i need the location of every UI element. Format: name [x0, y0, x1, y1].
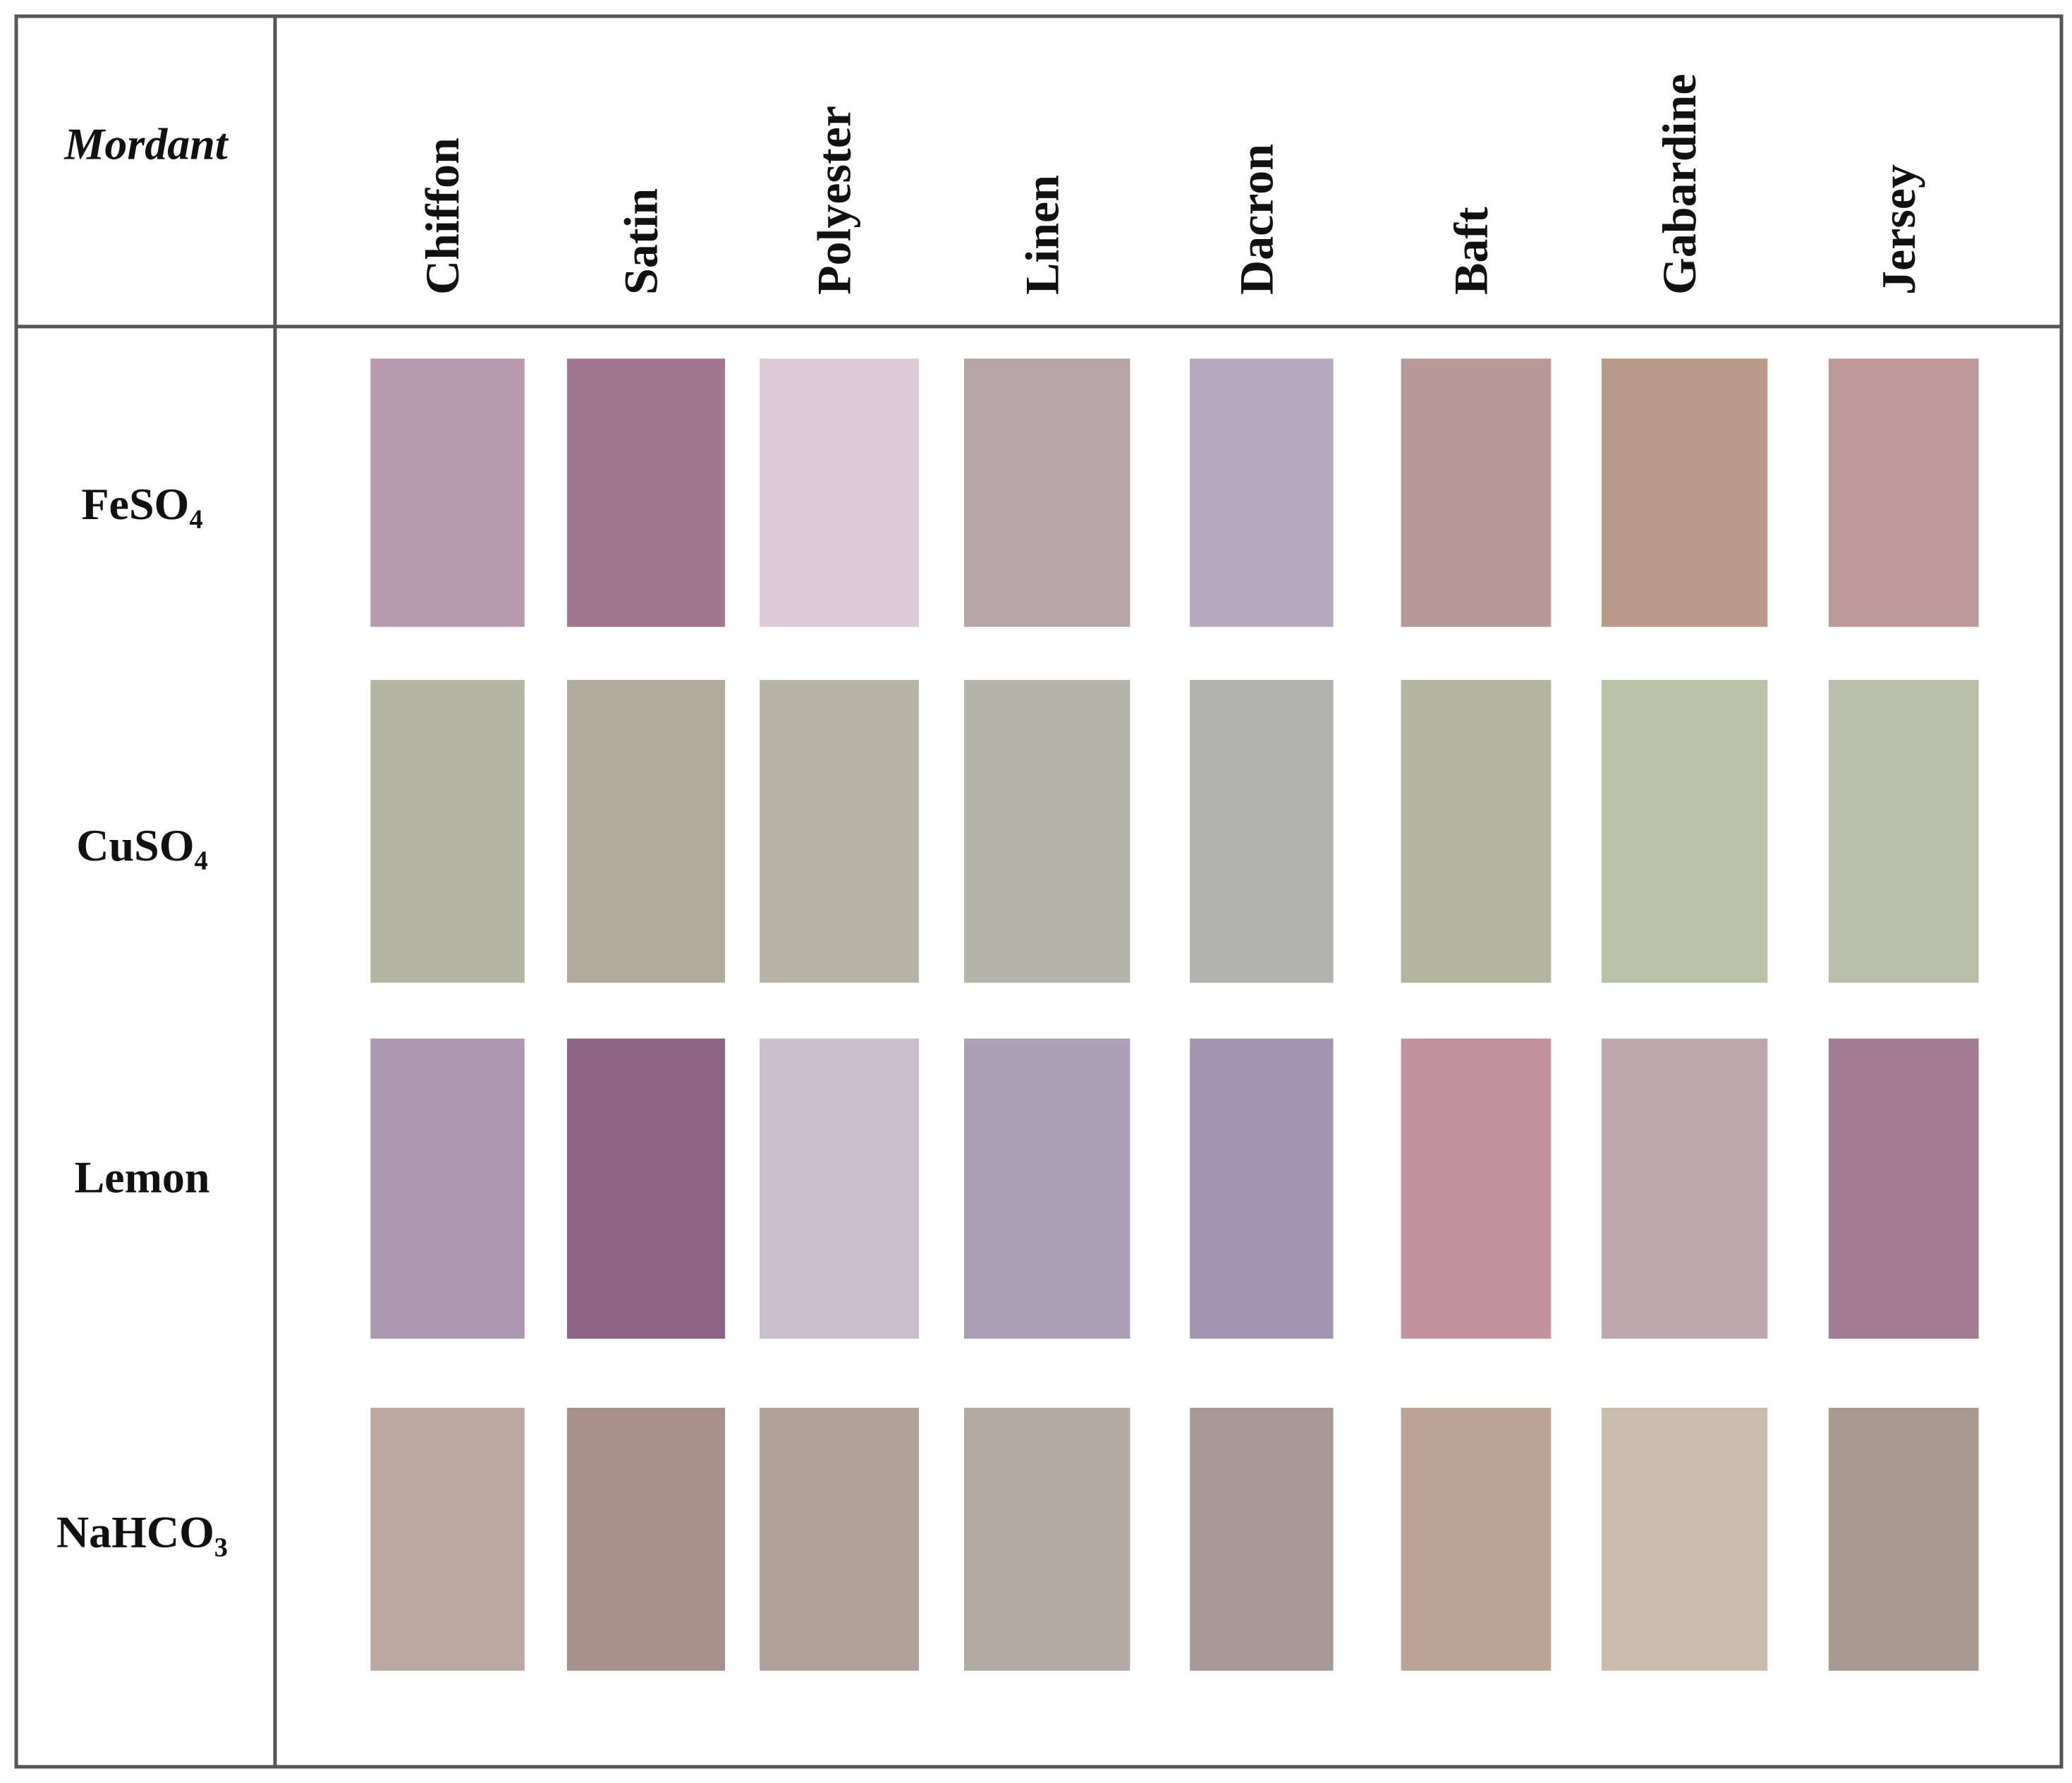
fabric-swatch [1190, 680, 1334, 983]
column-header: Chiffon [415, 138, 469, 295]
fabric-swatch [760, 1038, 920, 1339]
fabric-swatch [964, 358, 1131, 627]
fabric-swatch [1401, 358, 1552, 627]
header-mordant: Mordant [63, 119, 228, 169]
fabric-swatch [1190, 1038, 1334, 1339]
row-label: CuSO₄ [76, 820, 207, 870]
fabric-swatch [370, 680, 525, 983]
fabric-swatch [1601, 680, 1768, 983]
fabric-swatch [567, 358, 726, 627]
column-header: Baft [1444, 207, 1498, 295]
table-border [14, 14, 2064, 1769]
fabric-swatch [370, 358, 525, 627]
fabric-swatch [1828, 1407, 1979, 1671]
fabric-swatch [1828, 680, 1979, 983]
fabric-swatch [1401, 1038, 1552, 1339]
row-label: FeSO₄ [81, 479, 202, 529]
fabric-swatch [760, 1407, 920, 1671]
column-header: Polyester [808, 106, 861, 295]
fabric-swatch [370, 1038, 525, 1339]
column-header: Gabardine [1652, 73, 1706, 295]
fabric-swatch [1601, 358, 1768, 627]
column-header: Dacron [1229, 144, 1283, 295]
column-header: Jersey [1872, 164, 1925, 295]
fabric-swatch [760, 680, 920, 983]
fabric-swatch [1601, 1407, 1768, 1671]
fabric-swatch [964, 1407, 1131, 1671]
fabric-swatch [964, 680, 1131, 983]
fabric-swatch [964, 1038, 1131, 1339]
fabric-swatch [370, 1407, 525, 1671]
fabric-swatch [1401, 1407, 1552, 1671]
fabric-swatch [1401, 680, 1552, 983]
fabric-swatch [567, 1038, 726, 1339]
column-header: Linen [1015, 175, 1068, 295]
fabric-swatch [1190, 1407, 1334, 1671]
fabric-swatch [760, 358, 920, 627]
fabric-swatch [1601, 1038, 1768, 1339]
row-label: Lemon [74, 1152, 209, 1203]
fabric-swatch [567, 680, 726, 983]
fabric-swatch [1828, 358, 1979, 627]
column-header: Satin [614, 188, 668, 295]
fabric-swatch [1828, 1038, 1979, 1339]
row-label: NaHCO₃ [56, 1507, 228, 1557]
fabric-swatch [567, 1407, 726, 1671]
fabric-swatch [1190, 358, 1334, 627]
